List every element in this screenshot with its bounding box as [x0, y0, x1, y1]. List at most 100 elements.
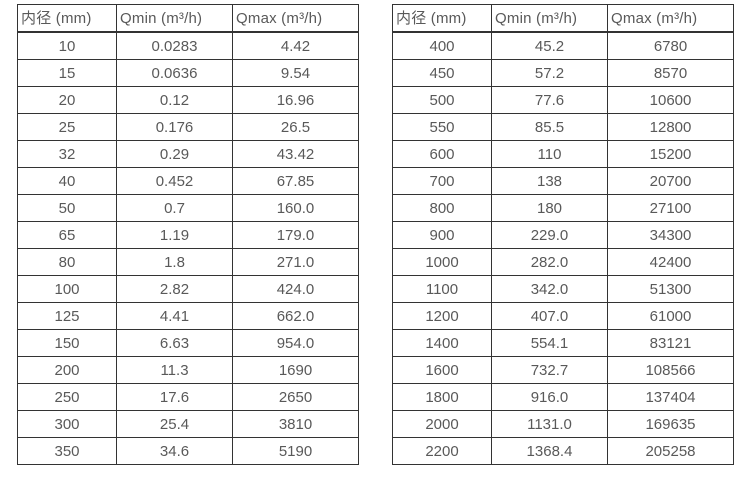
- table-cell: 1600: [392, 356, 492, 384]
- table-row: 150 6.63 954.0: [17, 329, 359, 357]
- table-cell: 0.0283: [116, 31, 233, 60]
- table-cell: 16.96: [232, 86, 359, 114]
- table-row: 40 0.452 67.85: [17, 167, 359, 195]
- table-cell: 160.0: [232, 194, 359, 222]
- column-header-inner-diameter: 内径 (mm): [392, 4, 492, 33]
- table-cell: 2.82: [116, 275, 233, 303]
- table-row: 350 34.6 5190: [17, 437, 359, 465]
- table-cell: 350: [17, 437, 117, 465]
- table-cell: 83121: [607, 329, 734, 357]
- table-row: 20 0.12 16.96: [17, 86, 359, 114]
- table-row: 600 110 15200: [392, 140, 734, 168]
- table-cell: 8570: [607, 59, 734, 87]
- table-body: 400 45.2 6780 450 57.2 8570 500 77.6 10600 550 85.…: [392, 31, 734, 465]
- table-cell: 6780: [607, 31, 734, 60]
- table-cell: 32: [17, 140, 117, 168]
- table-row: 1600 732.7 108566: [392, 356, 734, 384]
- table-cell: 900: [392, 221, 492, 249]
- table-row: 300 25.4 3810: [17, 410, 359, 438]
- table-cell: 0.452: [116, 167, 233, 195]
- table-row: 250 17.6 2650: [17, 383, 359, 411]
- table-cell: 0.29: [116, 140, 233, 168]
- table-cell: 424.0: [232, 275, 359, 303]
- table-cell: 2650: [232, 383, 359, 411]
- table-cell: 1100: [392, 275, 492, 303]
- table-cell: 3810: [232, 410, 359, 438]
- flow-table-large-diameters: 内径 (mm) Qmin (m³/h) Qmax (m³/h) 400 45.2 6…: [392, 4, 734, 465]
- table-cell: 77.6: [491, 86, 608, 114]
- table-cell: 25.4: [116, 410, 233, 438]
- column-header-qmax: Qmax (m³/h): [607, 4, 734, 33]
- column-header-qmin: Qmin (m³/h): [491, 4, 608, 33]
- table-row: 2200 1368.4 205258: [392, 437, 734, 465]
- table-row: 10 0.0283 4.42: [17, 31, 359, 60]
- table-cell: 137404: [607, 383, 734, 411]
- table-cell: 67.85: [232, 167, 359, 195]
- table-cell: 11.3: [116, 356, 233, 384]
- table-row: 200 11.3 1690: [17, 356, 359, 384]
- table-cell: 34.6: [116, 437, 233, 465]
- table-row: 1100 342.0 51300: [392, 275, 734, 303]
- table-cell: 4.42: [232, 31, 359, 60]
- table-cell: 0.7: [116, 194, 233, 222]
- table-cell: 2000: [392, 410, 492, 438]
- table-row: 550 85.5 12800: [392, 113, 734, 141]
- tables-container: 内径 (mm) Qmin (m³/h) Qmax (m³/h) 10 0.0283…: [17, 4, 750, 465]
- table-cell: 550: [392, 113, 492, 141]
- table-header: 内径 (mm) Qmin (m³/h) Qmax (m³/h): [17, 4, 359, 33]
- column-header-qmin: Qmin (m³/h): [116, 4, 233, 33]
- table-cell: 17.6: [116, 383, 233, 411]
- column-header-inner-diameter: 内径 (mm): [17, 4, 117, 33]
- table-row: 65 1.19 179.0: [17, 221, 359, 249]
- table-cell: 500: [392, 86, 492, 114]
- table-row: 700 138 20700: [392, 167, 734, 195]
- table-cell: 282.0: [491, 248, 608, 276]
- table-cell: 662.0: [232, 302, 359, 330]
- table-cell: 43.42: [232, 140, 359, 168]
- table-cell: 85.5: [491, 113, 608, 141]
- table-cell: 9.54: [232, 59, 359, 87]
- table-cell: 26.5: [232, 113, 359, 141]
- table-cell: 20700: [607, 167, 734, 195]
- table-row: 450 57.2 8570: [392, 59, 734, 87]
- table-cell: 1800: [392, 383, 492, 411]
- table-row: 1200 407.0 61000: [392, 302, 734, 330]
- table-row: 900 229.0 34300: [392, 221, 734, 249]
- table-cell: 50: [17, 194, 117, 222]
- table-cell: 205258: [607, 437, 734, 465]
- table-row: 1800 916.0 137404: [392, 383, 734, 411]
- table-cell: 1000: [392, 248, 492, 276]
- table-cell: 271.0: [232, 248, 359, 276]
- table-cell: 25: [17, 113, 117, 141]
- table-cell: 0.12: [116, 86, 233, 114]
- table-cell: 0.0636: [116, 59, 233, 87]
- table-header: 内径 (mm) Qmin (m³/h) Qmax (m³/h): [392, 4, 734, 33]
- table-row: 500 77.6 10600: [392, 86, 734, 114]
- table-cell: 954.0: [232, 329, 359, 357]
- table-cell: 450: [392, 59, 492, 87]
- table-cell: 169635: [607, 410, 734, 438]
- table-cell: 800: [392, 194, 492, 222]
- table-row: 2000 1131.0 169635: [392, 410, 734, 438]
- table-row: 1000 282.0 42400: [392, 248, 734, 276]
- table-body: 10 0.0283 4.42 15 0.0636 9.54 20 0.12 16.96 25 0.1…: [17, 31, 359, 465]
- table-row: 25 0.176 26.5: [17, 113, 359, 141]
- table-cell: 916.0: [491, 383, 608, 411]
- table-cell: 57.2: [491, 59, 608, 87]
- table-cell: 125: [17, 302, 117, 330]
- table-cell: 407.0: [491, 302, 608, 330]
- table-cell: 10600: [607, 86, 734, 114]
- table-row: 1400 554.1 83121: [392, 329, 734, 357]
- table-row: 32 0.29 43.42: [17, 140, 359, 168]
- table-cell: 108566: [607, 356, 734, 384]
- table-cell: 6.63: [116, 329, 233, 357]
- table-cell: 2200: [392, 437, 492, 465]
- table-cell: 732.7: [491, 356, 608, 384]
- table-cell: 4.41: [116, 302, 233, 330]
- table-cell: 1400: [392, 329, 492, 357]
- table-row: 15 0.0636 9.54: [17, 59, 359, 87]
- table-cell: 110: [491, 140, 608, 168]
- table-row: 400 45.2 6780: [392, 31, 734, 60]
- table-cell: 1.8: [116, 248, 233, 276]
- table-cell: 5190: [232, 437, 359, 465]
